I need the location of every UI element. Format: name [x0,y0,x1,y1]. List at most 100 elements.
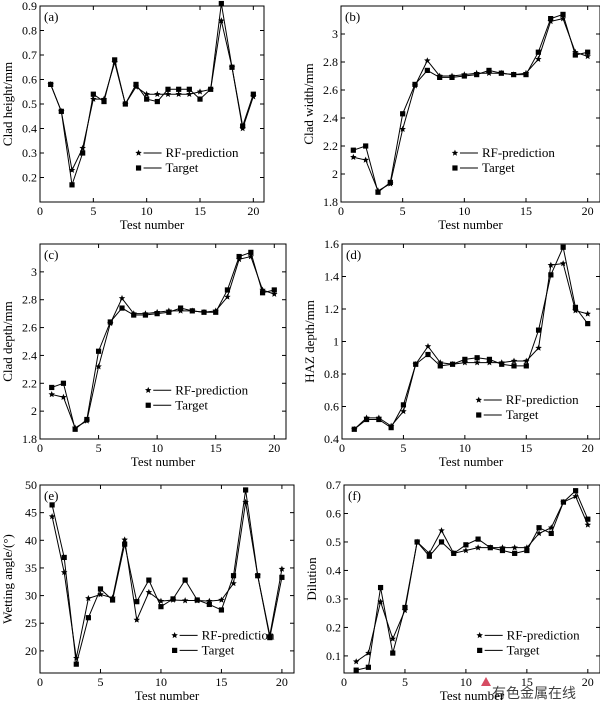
data-point-star [572,307,579,314]
y-tick-label: 1 [333,335,339,349]
data-point-square [133,81,139,87]
data-point-star [474,544,482,551]
plot-frame [39,484,295,674]
data-point-square [165,86,171,92]
series-line [51,251,275,431]
data-point-square [255,573,261,579]
data-point-star [511,544,518,551]
data-point-square [218,0,224,7]
data-point-square [90,91,96,97]
data-point-square [267,635,273,641]
data-point-square [523,363,529,369]
series-target [49,249,277,432]
data-point-square [487,545,493,551]
data-point-square [535,49,541,55]
series-line [355,495,589,663]
y-tick-label: 20 [25,644,37,658]
data-point-star [362,156,369,163]
data-point-square [109,597,116,603]
panel-2: 0 5 10 15 20 1.8 2 2.2 2.4 2.6 2.8 3 Test number Clad… [301,5,600,232]
data-point-star [462,547,470,554]
data-point-star [424,57,431,64]
plot-frame [340,5,600,203]
data-point-star [175,90,182,97]
legend-marker [451,149,459,156]
data-point-square [154,98,160,105]
data-point-square [230,573,237,579]
y-tick-label: 3 [31,265,37,279]
data-point-square [69,182,75,188]
x-tick-label: 0 [37,204,43,218]
plot-frame [39,243,287,440]
data-point-square [400,111,406,117]
data-point-square [279,574,285,580]
legend-marker [145,402,151,408]
data-point-star [352,658,360,665]
data-point-square [463,542,469,548]
data-point-square [72,426,78,432]
data-point-star [510,357,518,364]
data-point-square [194,597,200,603]
y-tick-label: 0.5 [326,535,341,549]
data-point-square [437,363,443,369]
data-point-square [107,319,113,325]
data-point-square [142,312,149,318]
x-tick-label: 15 [210,441,222,455]
y-tick-label: 0.8 [22,24,37,38]
legend-label: Target [482,160,515,175]
series-line [50,20,254,172]
x-tick-label: 20 [582,675,594,689]
panel-label: (f) [348,488,361,503]
y-tick-label: 2.2 [22,376,37,390]
data-point-star [473,359,481,366]
y-tick-label: 40 [25,533,37,547]
x-tick-label: 10 [155,675,167,689]
data-point-square [224,287,231,293]
data-point-square [177,305,184,311]
data-point-square [197,96,203,102]
x-tick-label: 15 [520,441,532,455]
y-axis-title: HAZ depth/mm [302,300,317,383]
series-line [353,245,589,430]
y-tick-label: 2.6 [323,83,338,97]
data-point-square [548,272,554,278]
data-point-square [449,361,456,367]
x-tick-label: 10 [460,675,472,689]
x-tick-label: 20 [582,204,594,218]
data-point-star [559,260,567,267]
legend-label: RF-prediction [506,392,579,407]
data-point-square [236,253,242,260]
x-tick-label: 0 [37,675,43,689]
data-point-square [390,650,396,656]
x-tick-label: 5 [90,204,96,218]
data-point-square [166,309,172,315]
y-tick-label: 0.2 [22,171,37,185]
data-point-square [486,67,492,73]
data-point-star [584,310,591,317]
x-tick-label: 10 [141,204,153,218]
data-point-star [584,521,592,528]
y-tick-label: 2.8 [22,293,37,307]
data-point-square [498,70,504,76]
data-point-square [585,49,591,55]
data-point-star [79,144,86,151]
y-tick-label: 0.4 [326,563,341,577]
y-tick-label: 0.7 [326,478,341,492]
y-tick-label: 0.7 [22,48,37,62]
data-point-star [389,635,396,642]
panel-label: (d) [346,247,361,262]
legend-label: RF-prediction [482,145,555,160]
data-point-square [131,312,137,318]
data-point-square [146,577,152,583]
data-point-square [413,361,419,367]
x-axis-title: Test number [120,217,185,232]
data-point-star [186,90,193,97]
data-point-square [424,67,430,73]
data-point-square [461,73,467,79]
data-point-star [230,580,237,587]
series-line [353,18,588,192]
